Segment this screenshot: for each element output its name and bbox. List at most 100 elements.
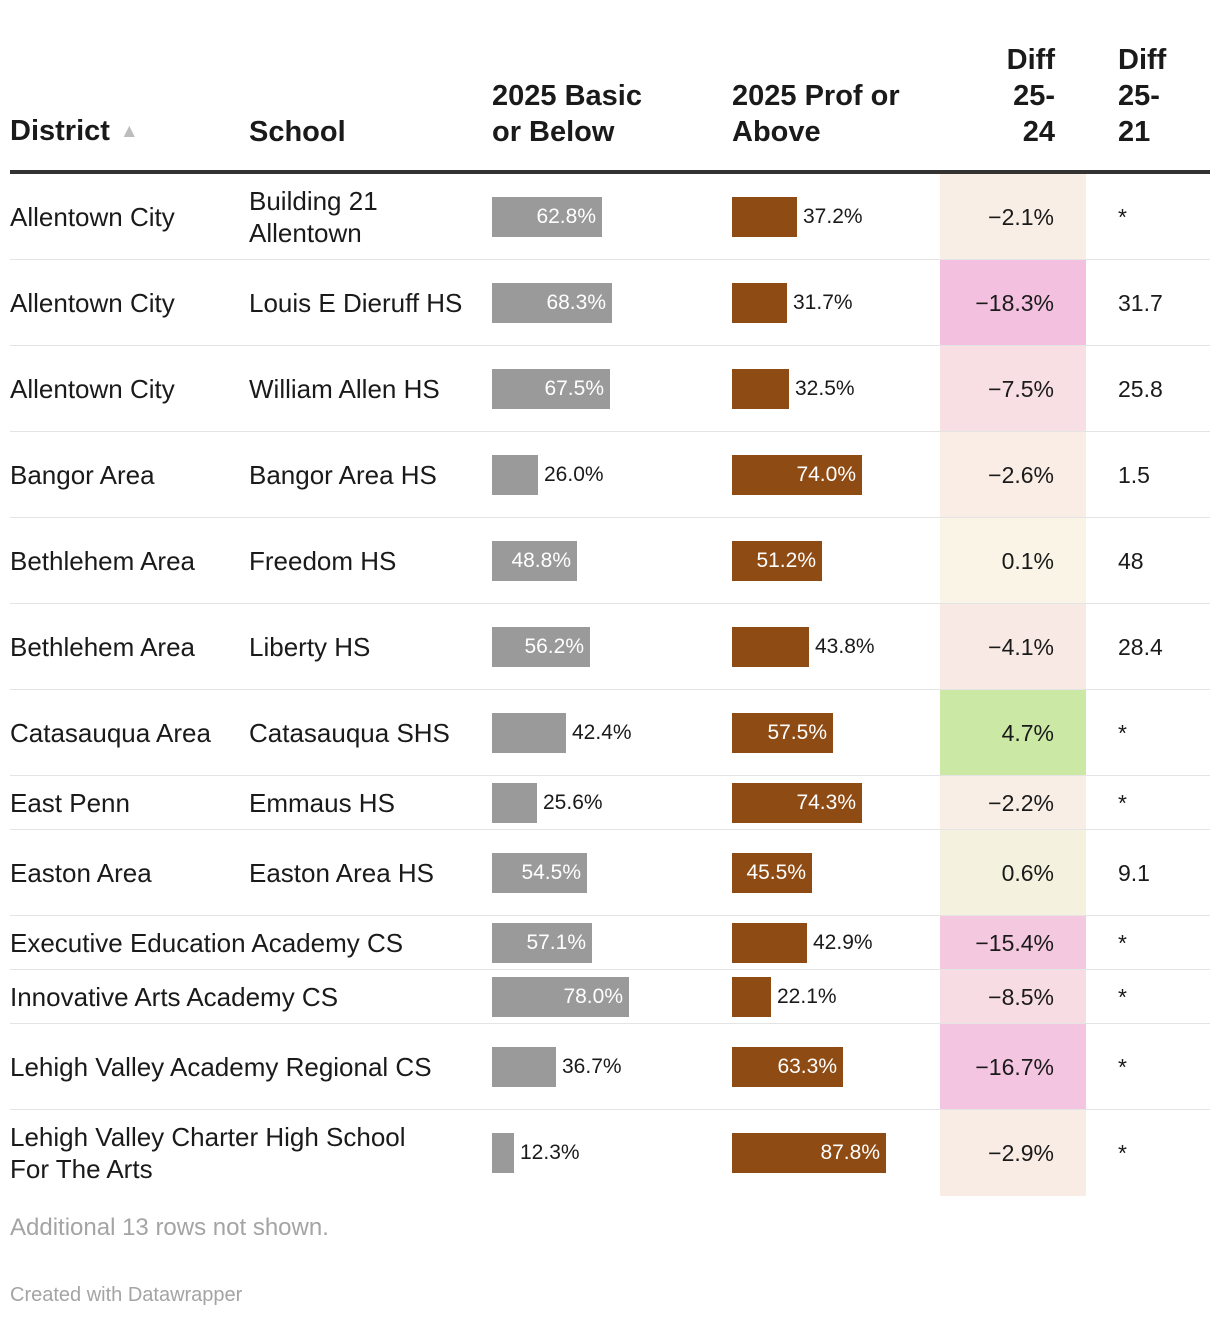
table-row[interactable]: Allentown City William Allen HS 67.5% 32.5%… <box>10 346 1210 432</box>
school-cell: Lehigh Valley Charter High School For Th… <box>10 1122 406 1184</box>
basic-or-below-value-label: 67.5% <box>544 376 604 400</box>
prof-or-above-cell: 51.2% <box>732 518 942 603</box>
prof-or-above-cell: 63.3% <box>732 1024 942 1109</box>
diff-25-21-cell: 48 <box>1118 547 1144 574</box>
diff-25-24-cell: 4.7% <box>940 690 1086 775</box>
table-row[interactable]: Bethlehem Area Liberty HS 56.2% 43.8% −4.1% 2… <box>10 604 1210 690</box>
prof-or-above-cell: 31.7% <box>732 260 942 345</box>
basic-or-below-cell: 57.1% <box>492 916 722 969</box>
column-header-basic-or-below[interactable]: 2025 Basic or Below <box>492 80 642 148</box>
basic-or-below-bar <box>492 1133 514 1173</box>
basic-or-below-bar: 67.5% <box>492 368 610 409</box>
district-cell: Bethlehem Area <box>10 631 196 662</box>
table-row[interactable]: Bangor Area Bangor Area HS 26.0% 74.0% −2.6%… <box>10 432 1210 518</box>
diff-25-24-cell: −8.5% <box>940 970 1086 1023</box>
table-body: Allentown City Building 21 Allentown 62.8%… <box>10 174 1210 1196</box>
basic-or-below-bar: 56.2% <box>492 626 590 667</box>
basic-or-below-bar: 68.3% <box>492 282 612 323</box>
district-cell: Allentown City <box>10 287 175 318</box>
prof-or-above-value-label: 74.3% <box>796 790 856 814</box>
diff-25-21-cell: * <box>1118 719 1127 746</box>
diff-25-21-cell: 1.5 <box>1118 461 1150 488</box>
column-header-district[interactable]: District ▲ <box>10 113 139 150</box>
prof-or-above-value-label: 37.2% <box>803 204 863 228</box>
column-header-diff-25-21[interactable]: Diff 25- 21 <box>1118 44 1167 148</box>
diff-25-24-cell: −15.4% <box>940 916 1086 969</box>
basic-or-below-bar <box>492 712 566 753</box>
school-cell: Executive Education Academy CS <box>10 927 404 958</box>
table-row[interactable]: Lehigh Valley Academy Regional CS 36.7% 63… <box>10 1024 1210 1110</box>
column-header-school[interactable]: School <box>249 116 346 148</box>
district-cell: Easton Area <box>10 857 152 888</box>
diff-25-21-cell: * <box>1118 1140 1127 1166</box>
basic-or-below-value-label: 36.7% <box>562 1054 622 1078</box>
prof-or-above-value-label: 43.8% <box>815 634 875 658</box>
prof-or-above-value-label: 32.5% <box>795 376 855 400</box>
prof-or-above-bar <box>732 368 789 409</box>
diff-25-21-cell: 25.8 <box>1118 375 1163 402</box>
basic-or-below-bar <box>492 454 538 495</box>
prof-or-above-bar: 74.0% <box>732 454 862 495</box>
diff-25-21-cell: * <box>1118 929 1127 956</box>
table-row[interactable]: Executive Education Academy CS 57.1% 42.9%… <box>10 916 1210 970</box>
basic-or-below-cell: 78.0% <box>492 970 722 1023</box>
column-header-district-label: District <box>10 115 110 147</box>
credit-datawrapper: Created with Datawrapper <box>10 1284 243 1306</box>
basic-or-below-cell: 67.5% <box>492 346 722 431</box>
prof-or-above-bar: 45.5% <box>732 852 812 893</box>
footnote-rows-not-shown: Additional 13 rows not shown. <box>10 1214 329 1241</box>
school-cell: Freedom HS <box>249 545 397 576</box>
column-header-diff-25-24[interactable]: Diff 25- 24 <box>1006 44 1055 148</box>
school-cell: Easton Area HS <box>249 857 434 888</box>
table-row[interactable]: Allentown City Building 21 Allentown 62.8%… <box>10 174 1210 260</box>
diff-25-24-cell: −4.1% <box>940 604 1086 689</box>
district-cell: East Penn <box>10 787 130 818</box>
basic-or-below-value-label: 25.6% <box>543 790 603 814</box>
basic-or-below-cell: 68.3% <box>492 260 722 345</box>
diff-25-21-cell: * <box>1118 789 1127 816</box>
table-row[interactable]: Allentown City Louis E Dieruff HS 68.3% 31.… <box>10 260 1210 346</box>
table-row[interactable]: Easton Area Easton Area HS 54.5% 45.5% 0.6% 9… <box>10 830 1210 916</box>
basic-or-below-value-label: 57.1% <box>526 930 586 954</box>
table-row[interactable]: Catasauqua Area Catasauqua SHS 42.4% 57.5% 4… <box>10 690 1210 776</box>
prof-or-above-bar <box>732 626 809 667</box>
table-row[interactable]: East Penn Emmaus HS 25.6% 74.3% −2.2% * <box>10 776 1210 830</box>
sort-ascending-icon: ▲ <box>119 121 139 142</box>
school-cell: William Allen HS <box>249 373 440 404</box>
basic-or-below-bar: 54.5% <box>492 852 587 893</box>
basic-or-below-cell: 62.8% <box>492 174 722 259</box>
prof-or-above-bar: 87.8% <box>732 1133 886 1173</box>
school-cell: Building 21 Allentown <box>249 185 378 248</box>
column-header-prof-or-above[interactable]: 2025 Prof or Above <box>732 80 900 148</box>
diff-25-24-cell: −16.7% <box>940 1024 1086 1109</box>
diff-25-24-cell: −2.6% <box>940 432 1086 517</box>
prof-or-above-bar: 57.5% <box>732 712 833 753</box>
prof-or-above-cell: 57.5% <box>732 690 942 775</box>
basic-or-below-bar <box>492 782 537 823</box>
basic-or-below-value-label: 78.0% <box>563 984 623 1008</box>
district-cell: Bethlehem Area <box>10 545 196 576</box>
diff-25-24-cell: −7.5% <box>940 346 1086 431</box>
basic-or-below-value-label: 26.0% <box>544 462 604 486</box>
table-row[interactable]: Innovative Arts Academy CS 78.0% 22.1% −8.5… <box>10 970 1210 1024</box>
basic-or-below-cell: 42.4% <box>492 690 722 775</box>
prof-or-above-value-label: 74.0% <box>796 462 856 486</box>
district-cell: Bangor Area <box>10 459 155 490</box>
table-row[interactable]: Bethlehem Area Freedom HS 48.8% 51.2% 0.1% 48 <box>10 518 1210 604</box>
prof-or-above-bar: 74.3% <box>732 782 862 823</box>
prof-or-above-bar <box>732 196 797 237</box>
table-row[interactable]: Lehigh Valley Charter High School For Th… <box>10 1110 1210 1196</box>
diff-25-24-cell: 0.1% <box>940 518 1086 603</box>
basic-or-below-cell: 25.6% <box>492 776 722 829</box>
school-cell: Liberty HS <box>249 631 371 662</box>
prof-or-above-bar: 63.3% <box>732 1046 843 1087</box>
diff-25-21-cell: * <box>1118 983 1127 1010</box>
basic-or-below-value-label: 12.3% <box>520 1141 580 1164</box>
data-table: District ▲ School 2025 Basic or Below 202… <box>10 0 1210 1196</box>
prof-or-above-bar <box>732 282 787 323</box>
prof-or-above-cell: 22.1% <box>732 970 942 1023</box>
basic-or-below-value-label: 48.8% <box>511 548 571 572</box>
school-cell: Innovative Arts Academy CS <box>10 981 339 1012</box>
diff-25-24-cell: −2.2% <box>940 776 1086 829</box>
basic-or-below-bar: 62.8% <box>492 196 602 237</box>
